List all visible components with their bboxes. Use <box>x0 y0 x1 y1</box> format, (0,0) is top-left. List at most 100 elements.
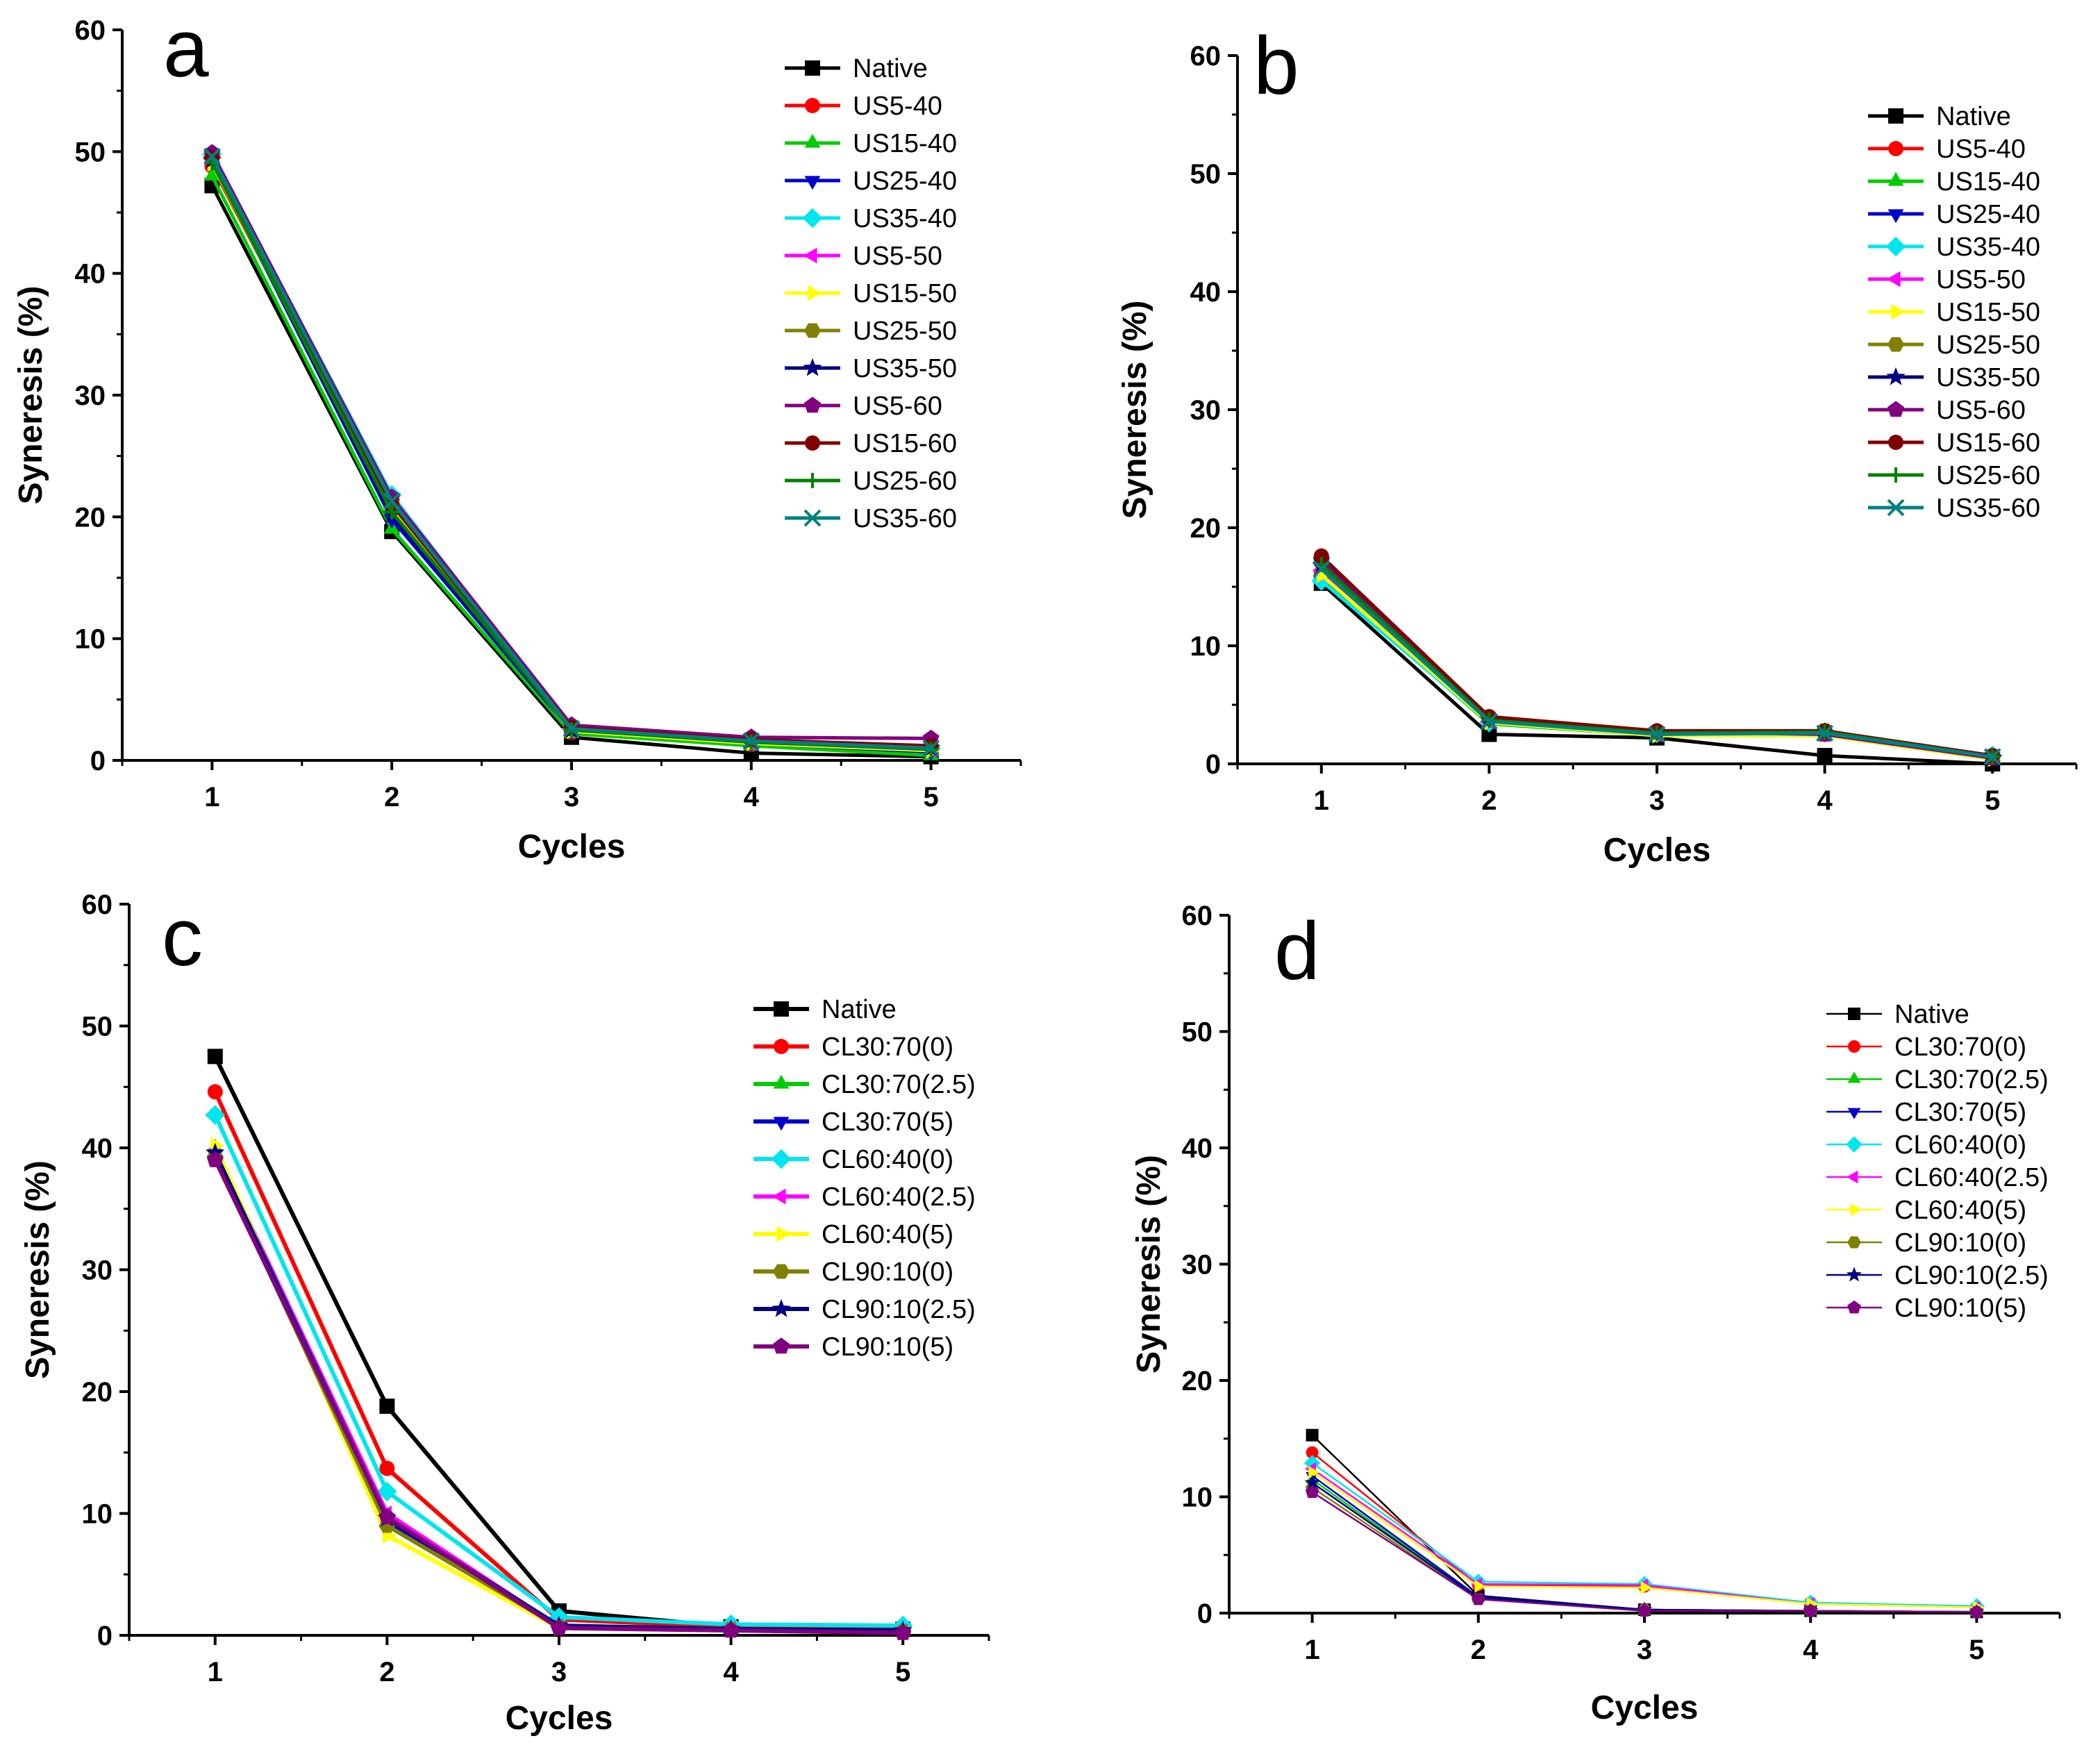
panel-letter: c <box>162 892 203 983</box>
legend-label: CL90:10(5) <box>822 1333 953 1362</box>
series-CL90:10(0) <box>206 1149 912 1640</box>
y-tick-label: 0 <box>1206 749 1221 780</box>
y-tick-label: 60 <box>82 890 113 920</box>
series-line <box>213 1144 903 1634</box>
legend-label: CL30:70(0) <box>822 1033 953 1062</box>
legend-label: US5-50 <box>853 242 942 271</box>
data-point <box>722 1621 740 1638</box>
legend-marker <box>802 208 823 228</box>
x-tick-label: 5 <box>1985 785 2000 816</box>
series-CL30:70(2.5) <box>1306 1471 1983 1616</box>
series-US35-50 <box>202 150 941 756</box>
legend-marker <box>1846 1267 1862 1282</box>
y-tick-label: 0 <box>1197 1599 1212 1629</box>
data-point <box>1472 1592 1485 1605</box>
legend-marker <box>805 98 820 113</box>
data-point <box>1474 1580 1486 1593</box>
data-point <box>1983 748 2001 766</box>
y-tick-label: 10 <box>1182 1483 1213 1513</box>
legend-label: US35-40 <box>1936 233 2040 262</box>
series-CL60:40(5) <box>210 1137 912 1640</box>
legend-label: US5-40 <box>853 92 942 121</box>
legend: Native CL30:70(0) CL30:70(2.5) CL30:70(5) CL… <box>753 995 976 1362</box>
legend-label: US15-50 <box>853 279 957 308</box>
x-tick-label: 1 <box>1314 785 1329 816</box>
data-point <box>742 732 760 750</box>
data-point <box>378 1508 396 1524</box>
series-CL30:70(2.5) <box>207 1138 911 1635</box>
legend-label: US5-60 <box>853 392 942 421</box>
x-tick-label: 1 <box>1304 1635 1319 1665</box>
series-line <box>210 162 931 753</box>
legend-label: US25-50 <box>1936 331 2040 360</box>
x-tick-label: 5 <box>895 1657 910 1687</box>
legend-label: Native <box>1936 102 2011 131</box>
series-CL30:70(5) <box>1306 1471 1983 1620</box>
x-tick-label: 4 <box>723 1657 739 1687</box>
legend-label: Native <box>822 995 897 1024</box>
series-US35-40 <box>202 144 941 758</box>
x-axis-title: Cycles <box>518 828 626 865</box>
legend-marker <box>774 1001 789 1017</box>
series-US5-40 <box>204 158 939 758</box>
data-point <box>377 1481 397 1502</box>
legend-marker <box>772 1188 786 1205</box>
legend-marker <box>1888 467 1903 483</box>
data-point <box>207 1084 223 1100</box>
series-CL60:40(5) <box>1308 1466 1985 1614</box>
series-line <box>213 1159 903 1635</box>
x-tick-label: 3 <box>1649 785 1665 816</box>
legend-label: US5-50 <box>1936 265 2026 294</box>
legend-label: US5-60 <box>1936 396 2026 425</box>
y-tick-label: 50 <box>82 1012 113 1042</box>
y-tick-label: 60 <box>1190 41 1222 72</box>
legend-marker <box>1888 435 1903 450</box>
legend-label: CL30:70(5) <box>822 1108 953 1137</box>
y-tick-label: 40 <box>1190 277 1222 308</box>
legend-marker <box>1846 1136 1862 1153</box>
x-tick-label: 2 <box>1471 1635 1486 1665</box>
legend-label: CL60:40(0) <box>822 1145 953 1174</box>
x-tick-label: 3 <box>564 782 579 812</box>
legend-marker <box>803 247 817 264</box>
legend-marker <box>804 176 821 190</box>
legend-label: US35-40 <box>853 204 957 233</box>
series-US35-60 <box>1312 560 2001 766</box>
legend-marker <box>772 1299 791 1317</box>
series-line <box>210 158 931 751</box>
series-Native <box>207 1049 911 1637</box>
legend-marker <box>771 1149 792 1169</box>
legend-marker <box>1887 499 1905 517</box>
x-tick-label: 5 <box>923 782 938 812</box>
data-point <box>551 1619 567 1635</box>
data-point <box>894 1624 912 1640</box>
series-US35-60 <box>203 147 940 757</box>
series-line <box>210 185 931 759</box>
legend-marker <box>773 1074 790 1089</box>
x-tick-label: 4 <box>1803 1635 1819 1665</box>
y-tick-label: 20 <box>75 502 106 533</box>
legend-label: US15-60 <box>1936 428 2040 458</box>
y-tick-label: 30 <box>1190 395 1222 426</box>
data-point <box>384 504 400 520</box>
series-CL30:70(5) <box>207 1149 911 1640</box>
series-CL90:10(5) <box>1305 1485 1984 1618</box>
series-CL60:40(2.5) <box>206 1142 908 1640</box>
legend-label: CL30:70(2.5) <box>822 1070 976 1099</box>
data-point <box>922 740 940 757</box>
x-axis-title: Cycles <box>1591 1690 1699 1726</box>
legend-marker <box>805 473 820 488</box>
legend-label: CL60:40(2.5) <box>822 1183 976 1212</box>
y-tick-label: 30 <box>1182 1250 1213 1280</box>
x-tick-label: 5 <box>1969 1635 1984 1665</box>
legend-label: US25-40 <box>853 167 957 196</box>
series-line <box>210 156 931 748</box>
data-point <box>203 147 221 165</box>
data-point <box>1313 548 1329 564</box>
data-point <box>1305 1485 1319 1499</box>
series-line <box>213 1091 903 1630</box>
y-axis-title: Syneresis (%) <box>1131 1155 1167 1374</box>
legend-marker <box>1891 303 1906 320</box>
legend-marker <box>1850 1203 1862 1217</box>
